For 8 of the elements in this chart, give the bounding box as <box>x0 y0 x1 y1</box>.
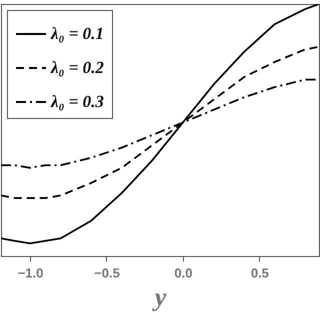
legend-label: λ₀ = 0.1 <box>50 24 104 43</box>
legend-label: λ₀ = 0.2 <box>50 58 104 77</box>
x-axis-title: y <box>152 282 167 312</box>
x-tick-label: −1.0 <box>18 266 44 280</box>
x-tick-label: 0.5 <box>250 266 269 280</box>
x-tick-label: 0.0 <box>174 266 192 280</box>
legend-label: λ₀ = 0.3 <box>50 92 104 111</box>
x-tick-label: −0.5 <box>94 266 120 280</box>
